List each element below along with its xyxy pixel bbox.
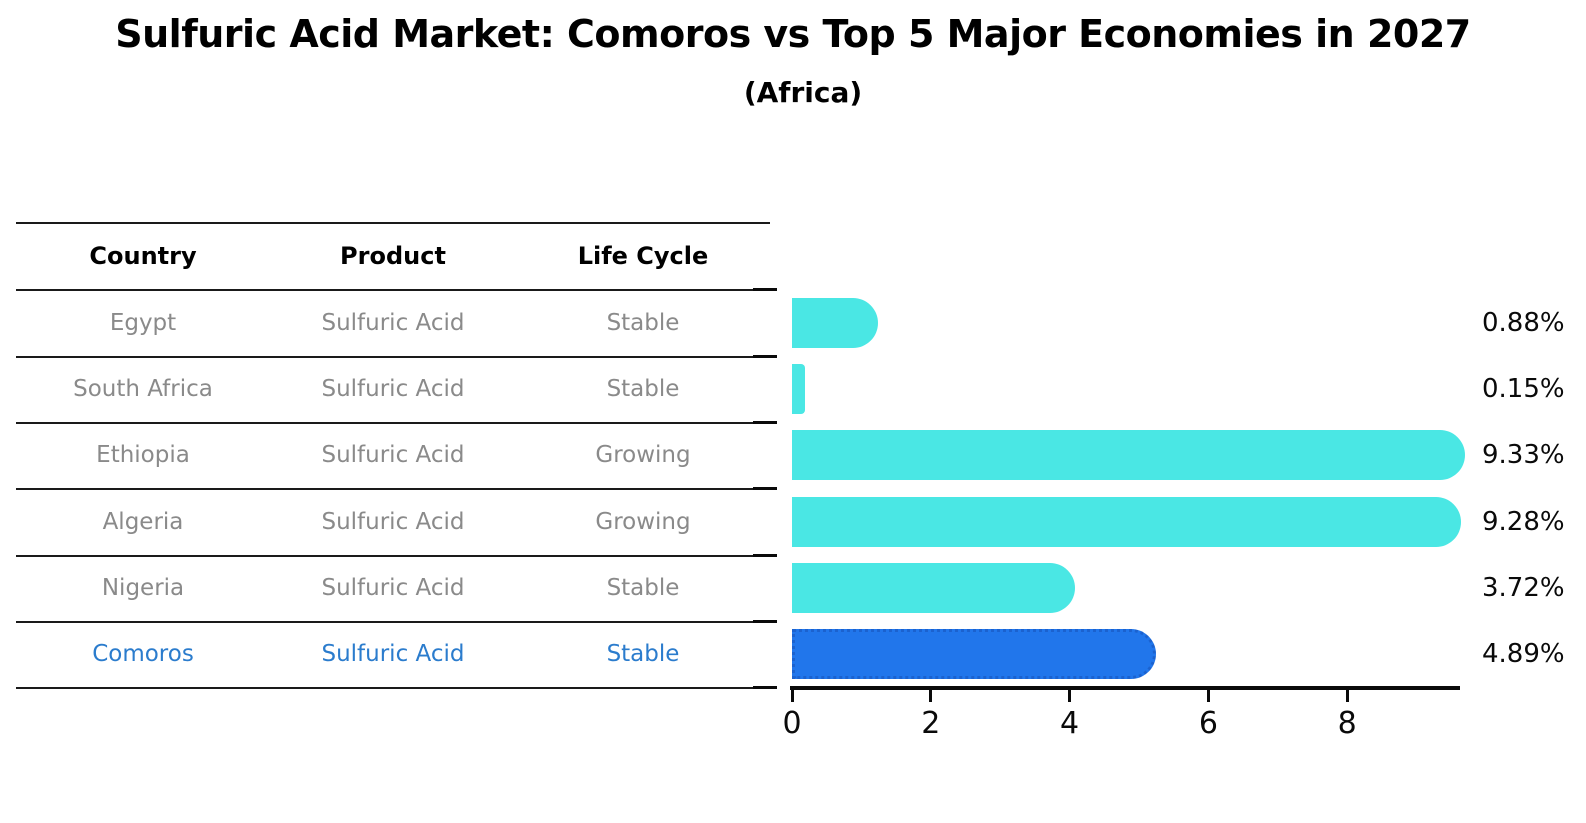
x-axis-tick-label: 6 bbox=[1198, 706, 1218, 741]
table-row-algeria: Algeria Sulfuric Acid Growing bbox=[16, 509, 770, 535]
cell-product: Sulfuric Acid bbox=[321, 376, 465, 402]
x-axis-tick-label: 2 bbox=[921, 706, 941, 741]
table-divider bbox=[16, 555, 770, 557]
value-label: 0.88% bbox=[1482, 307, 1565, 338]
cell-life-cycle: Stable bbox=[606, 309, 680, 336]
cell-product: Sulfuric Acid bbox=[321, 575, 465, 601]
y-axis-tick bbox=[753, 620, 777, 623]
cell-product: Sulfuric Acid bbox=[321, 641, 465, 667]
x-axis-tick bbox=[1068, 690, 1072, 702]
column-header-life-cycle: Life Cycle bbox=[577, 241, 709, 270]
table-row-ethiopia: Ethiopia Sulfuric Acid Growing bbox=[16, 442, 770, 468]
y-axis-tick bbox=[753, 421, 777, 424]
value-label: 0.15% bbox=[1482, 374, 1565, 404]
y-axis-tick bbox=[753, 554, 777, 557]
table-row-nigeria: Nigeria Sulfuric Acid Stable bbox=[16, 575, 770, 601]
chart-title: Sulfuric Acid Market: Comoros vs Top 5 M… bbox=[115, 12, 1471, 56]
x-axis-tick-label: 4 bbox=[1060, 706, 1080, 741]
x-axis-tick bbox=[1345, 690, 1349, 702]
bar-south-africa bbox=[792, 364, 805, 414]
x-axis-tick bbox=[1206, 690, 1210, 702]
column-header-country: Country bbox=[89, 241, 197, 270]
bar-algeria bbox=[792, 496, 1462, 547]
cell-product: Sulfuric Acid bbox=[321, 309, 465, 336]
bar-nigeria bbox=[792, 563, 1076, 613]
x-axis-tick-label: 8 bbox=[1337, 706, 1357, 741]
y-axis-tick bbox=[753, 487, 777, 490]
table-divider bbox=[16, 488, 770, 490]
table-divider bbox=[16, 222, 770, 224]
table-divider bbox=[16, 687, 770, 689]
value-label: 9.33% bbox=[1482, 440, 1565, 470]
cell-life-cycle: Stable bbox=[606, 575, 680, 601]
column-header-product: Product bbox=[340, 241, 446, 270]
y-axis-tick bbox=[753, 686, 777, 689]
cell-country: South Africa bbox=[73, 376, 213, 402]
cell-life-cycle: Growing bbox=[595, 508, 691, 535]
cell-product: Sulfuric Acid bbox=[321, 508, 465, 535]
bar-egypt bbox=[792, 297, 879, 348]
chart-subtitle: (Africa) bbox=[743, 76, 863, 109]
table-row-south-africa: South Africa Sulfuric Acid Stable bbox=[16, 376, 770, 402]
table-divider bbox=[16, 621, 770, 623]
cell-product: Sulfuric Acid bbox=[321, 442, 465, 468]
y-axis-tick bbox=[753, 288, 777, 291]
table-divider bbox=[16, 289, 770, 291]
cell-country: Nigeria bbox=[101, 575, 185, 601]
table-row-comoros: Comoros Sulfuric Acid Stable bbox=[16, 641, 770, 667]
value-label: 3.72% bbox=[1482, 573, 1565, 603]
cell-country: Algeria bbox=[102, 508, 184, 535]
x-axis-tick-label: 0 bbox=[782, 706, 802, 741]
x-axis-tick bbox=[790, 690, 794, 702]
cell-country: Comoros bbox=[92, 641, 194, 667]
cell-life-cycle: Stable bbox=[606, 641, 680, 667]
value-label: 4.89% bbox=[1482, 639, 1565, 669]
cell-life-cycle: Growing bbox=[595, 442, 691, 468]
value-label: 9.28% bbox=[1482, 506, 1565, 537]
cell-country: Ethiopia bbox=[96, 442, 190, 468]
bar-comoros-highlighted bbox=[792, 629, 1157, 679]
table-divider bbox=[16, 422, 770, 424]
x-axis-tick bbox=[929, 690, 933, 702]
cell-life-cycle: Stable bbox=[606, 376, 680, 402]
table-row-egypt: Egypt Sulfuric Acid Stable bbox=[16, 310, 770, 336]
table-divider bbox=[16, 356, 770, 358]
y-axis-tick bbox=[753, 355, 777, 358]
cell-country: Egypt bbox=[109, 309, 177, 336]
x-axis-line bbox=[790, 686, 1460, 690]
bar-ethiopia bbox=[792, 430, 1465, 480]
table-header-row: Country Product Life Cycle bbox=[16, 242, 770, 270]
